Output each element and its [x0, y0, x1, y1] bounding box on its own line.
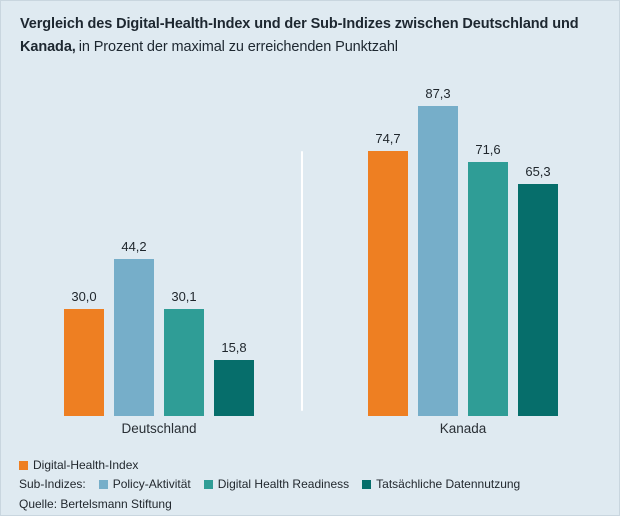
bar-value-label: 74,7 [375, 131, 401, 146]
legend-row-index: Digital-Health-Index [19, 458, 520, 472]
legend-subindices-items: Policy-Aktivität Digital Health Readiness… [86, 477, 520, 492]
bar-value-label: 65,3 [525, 164, 551, 179]
bar-value-label: 15,8 [221, 340, 247, 355]
legend-row-subindices: Sub-Indizes: Policy-Aktivität Digital Hea… [19, 477, 520, 492]
category-label-kanada: Kanada [439, 421, 487, 436]
legend-item: Tatsächliche Datennutzung [362, 477, 520, 491]
bar-value-label: 87,3 [425, 86, 451, 101]
plot-area: 30,0 44,2 30,1 15,8 74,7 87,3 71,6 65,3 [1, 86, 619, 416]
legend-item: Digital Health Readiness [203, 477, 350, 491]
bar-deutschland-4 [214, 360, 254, 416]
bar-kanada-4 [518, 184, 558, 416]
bar-value-label: 44,2 [121, 239, 147, 254]
group-divider [301, 151, 303, 411]
chart-title-bold: Vergleich des Digital-Health-Index und d… [20, 16, 579, 55]
bar-kanada-3 [468, 162, 508, 416]
bar-value-label: 71,6 [475, 142, 501, 157]
legend-label: Policy-Aktivität [112, 477, 191, 491]
bar-value-label: 30,1 [171, 289, 197, 304]
legend-subindices-prefix: Sub-Indizes: [19, 477, 86, 492]
source-row: Quelle: Bertelsmann Stiftung [19, 497, 520, 511]
bar-deutschland-1 [64, 309, 104, 416]
legend-label: Digital Health Readiness [217, 477, 350, 491]
bar-value-label: 30,0 [71, 289, 97, 304]
category-label-deutschland: Deutschland [121, 421, 197, 436]
chart-title-subtitle: in Prozent der maximal zu erreichenden P… [78, 39, 398, 55]
legend-swatch-digital-health-index [19, 460, 28, 470]
chart-title: Vergleich des Digital-Health-Index und d… [20, 13, 608, 59]
source-label: Quelle: Bertelsmann Stiftung [19, 496, 172, 511]
legend-label: Tatsächliche Datennutzung [376, 477, 521, 491]
bar-kanada-2 [418, 106, 458, 416]
legend-item: Policy-Aktivität [98, 477, 191, 491]
legend-swatch [98, 479, 108, 489]
legend-swatch [203, 479, 213, 489]
bar-deutschland-2 [114, 259, 154, 416]
bar-kanada-1 [368, 151, 408, 416]
legend-swatch [362, 479, 372, 489]
bar-deutschland-3 [164, 309, 204, 416]
legend: Digital-Health-Index Sub-Indizes: Policy… [19, 458, 520, 515]
legend-label-digital-health-index: Digital-Health-Index [33, 458, 139, 472]
